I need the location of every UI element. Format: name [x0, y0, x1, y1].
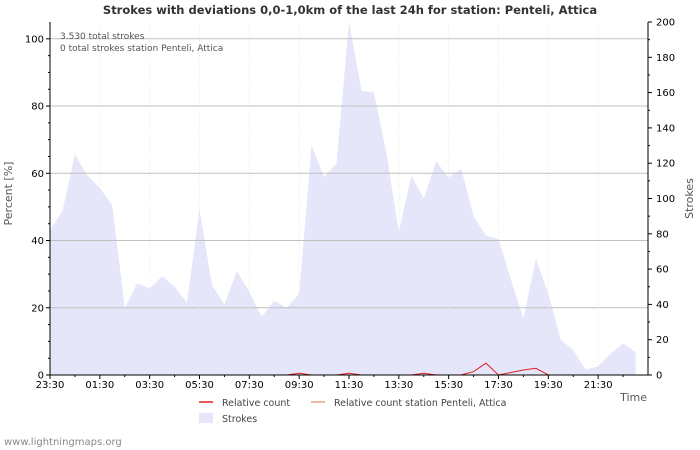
y-tick-label-right: 40: [656, 300, 669, 311]
x-tick-label: 01:30: [85, 380, 114, 391]
x-tick-label: 17:30: [484, 380, 513, 391]
legend-label-strokes: Strokes: [222, 414, 257, 425]
x-tick-label: 07:30: [235, 380, 264, 391]
y-tick-label-right: 120: [656, 159, 675, 170]
x-tick-label: 19:30: [534, 380, 563, 391]
y-tick-label-left: 60: [31, 169, 44, 180]
y-tick-label-right: 0: [656, 371, 662, 382]
x-tick-label: 15:30: [434, 380, 463, 391]
y-tick-label-left: 20: [31, 303, 44, 314]
x-axis-title: Time: [619, 391, 647, 404]
y-tick-label-right: 80: [656, 229, 669, 240]
x-tick-label: 21:30: [584, 380, 613, 391]
chart-title: Strokes with deviations 0,0-1,0km of the…: [103, 3, 597, 17]
x-tick-label: 23:30: [36, 380, 65, 391]
x-tick-label: 13:30: [384, 380, 413, 391]
x-tick-label: 11:30: [335, 380, 364, 391]
y-tick-label-left: 0: [38, 371, 44, 382]
y-tick-label-left: 80: [31, 102, 44, 113]
y-tick-label-right: 20: [656, 335, 669, 346]
y-tick-label-right: 180: [656, 53, 675, 64]
strokes-area: [50, 22, 636, 375]
y-tick-label-left: 40: [31, 236, 44, 247]
legend-label-relative-count-station: Relative count station Penteli, Attica: [334, 398, 506, 409]
y-tick-label-left: 100: [25, 34, 44, 45]
legend-label-relative-count: Relative count: [222, 398, 290, 409]
y-tick-label-right: 100: [656, 194, 675, 205]
x-tick-label: 09:30: [285, 380, 314, 391]
y-axis-title-left: Percent [%]: [2, 162, 15, 226]
y-tick-label-right: 200: [656, 18, 675, 29]
watermark: www.lightningmaps.org: [4, 437, 122, 448]
annotation-text: 0 total strokes station Penteli, Attica: [60, 44, 223, 54]
y-tick-label-right: 140: [656, 123, 675, 134]
annotation-text: 3.530 total strokes: [60, 32, 145, 42]
x-tick-label: 03:30: [135, 380, 164, 391]
y-axis-title-right: Strokes: [683, 178, 696, 219]
relative-count-line: [411, 362, 574, 376]
y-tick-label-right: 160: [656, 88, 675, 99]
legend-swatch-strokes: [199, 413, 213, 423]
x-tick-label: 05:30: [185, 380, 214, 391]
y-tick-label-right: 60: [656, 265, 669, 276]
